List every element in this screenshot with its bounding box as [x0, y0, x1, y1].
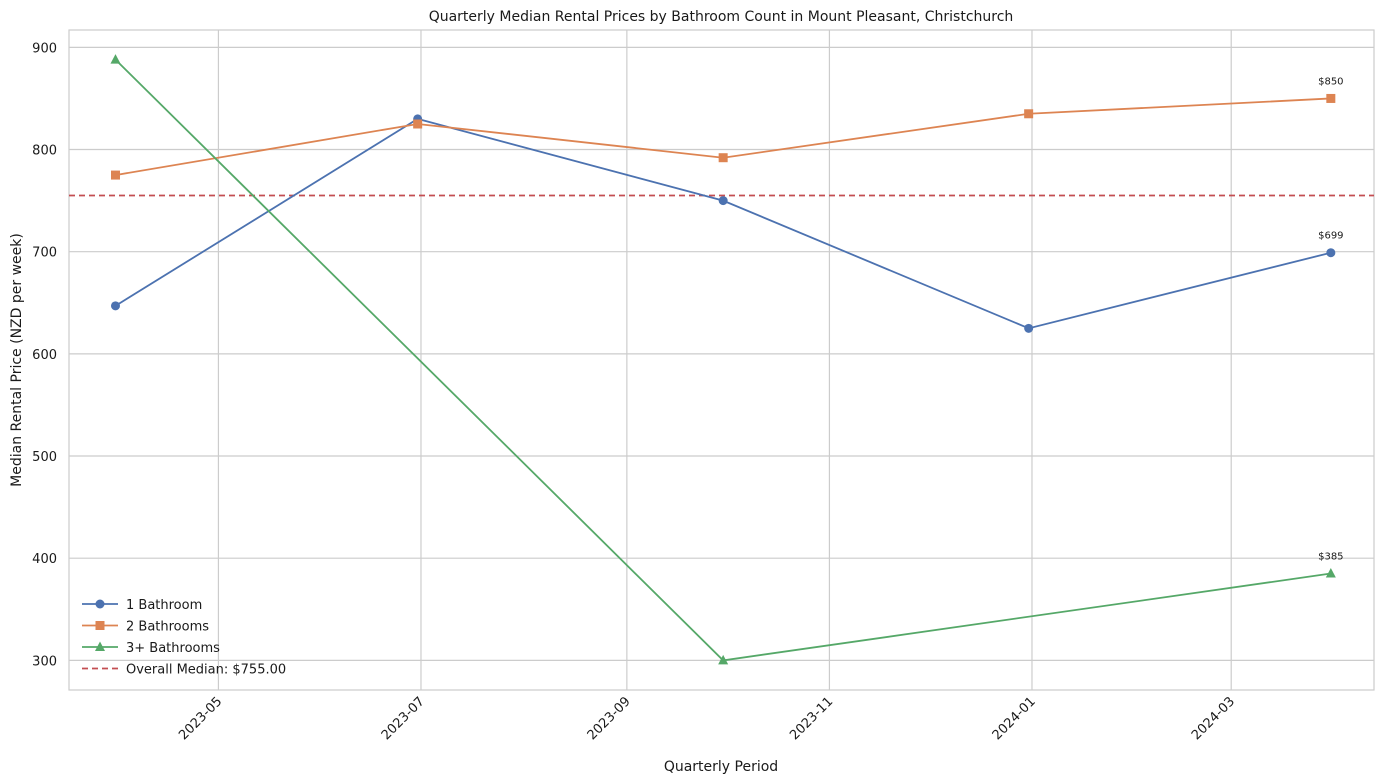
chart-title: Quarterly Median Rental Prices by Bathro…: [429, 9, 1014, 25]
y-axis-label: Median Rental Price (NZD per week): [9, 233, 25, 487]
data-point: [1326, 93, 1336, 103]
legend-item: Overall Median: $755.00: [82, 663, 286, 678]
y-tick-label: 500: [32, 450, 57, 465]
data-point: [1326, 248, 1336, 258]
x-tick-label: 2023-09: [585, 694, 634, 743]
annotations: $699 $850 $385: [1318, 76, 1343, 562]
x-tick-label: 2024-03: [1189, 694, 1238, 743]
legend-item: 1 Bathroom: [82, 598, 202, 613]
legend-label: Overall Median: $755.00: [126, 663, 286, 678]
legend: 1 Bathroom 2 Bathrooms 3+ Bathrooms Overall…: [82, 598, 286, 678]
data-point: [110, 170, 120, 180]
data-point: [718, 654, 729, 665]
series-group: [110, 54, 1336, 665]
data-label: $699: [1318, 231, 1343, 242]
legend-label: 1 Bathroom: [126, 598, 202, 613]
data-label: $385: [1318, 552, 1343, 563]
plot-frame: [68, 29, 1375, 691]
data-point: [1325, 568, 1336, 578]
legend-marker: [95, 641, 105, 651]
y-tick-label: 800: [32, 144, 57, 159]
data-point: [110, 54, 121, 64]
grid: [69, 30, 1374, 690]
y-tick-label: 600: [32, 348, 57, 363]
data-point: [718, 196, 728, 206]
y-tick-label: 400: [32, 552, 57, 567]
legend-item: 3+ Bathrooms: [82, 641, 220, 656]
series-1: [110, 114, 1336, 333]
series-3: [110, 54, 1336, 665]
y-tick-label: 900: [32, 41, 57, 56]
y-tick-label: 300: [32, 654, 57, 669]
series-line: [115, 117, 1332, 330]
x-tick-label: 2023-05: [176, 694, 225, 743]
data-point: [110, 301, 120, 311]
series-line: [115, 97, 1331, 176]
data-point: [1024, 323, 1034, 333]
x-axis: 2023-05 2023-07 2023-09 2023-11 2024-01 2024-…: [176, 694, 1238, 743]
y-tick-label: 700: [32, 246, 57, 261]
legend-item: 2 Bathrooms: [82, 620, 209, 635]
legend-label: 3+ Bathrooms: [126, 641, 220, 656]
x-tick-label: 2023-11: [787, 694, 836, 743]
legend-label: 2 Bathrooms: [126, 620, 209, 635]
x-tick-label: 2024-01: [990, 694, 1039, 743]
x-tick-label: 2023-07: [379, 694, 428, 743]
data-label: $850: [1318, 76, 1343, 87]
series-2: [110, 93, 1336, 180]
y-axis: 300 400 500 600 700 800 900: [32, 41, 57, 669]
data-point: [413, 119, 423, 129]
legend-marker: [95, 621, 105, 630]
legend-marker: [95, 599, 105, 609]
x-axis-label: Quarterly Period: [664, 759, 778, 775]
data-point: [718, 153, 728, 163]
data-point: [1024, 109, 1034, 119]
